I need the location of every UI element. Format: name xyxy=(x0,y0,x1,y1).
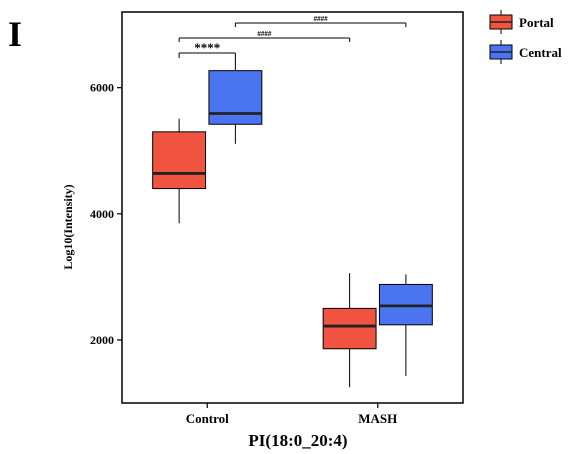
plot-border xyxy=(121,11,464,404)
x-tick-label: MASH xyxy=(358,411,397,426)
y-tick-label: 2000 xyxy=(90,333,114,347)
significance-bracket: **** xyxy=(178,40,236,58)
significance-label: **** xyxy=(194,40,220,55)
boxes xyxy=(152,57,433,388)
legend-item-central: Central xyxy=(489,40,562,64)
significance-bracket: #### xyxy=(234,15,407,27)
significance-label: #### xyxy=(257,30,272,38)
box-body xyxy=(208,70,263,125)
significance-bracket: #### xyxy=(178,30,351,42)
legend-label: Portal xyxy=(519,15,554,30)
y-tick-label: 4000 xyxy=(90,207,114,221)
box-central-mash xyxy=(378,274,433,376)
y-axis-label: Log10(Intensity) xyxy=(61,184,75,269)
x-axis: Control MASH xyxy=(186,403,397,426)
legend: Portal Central xyxy=(489,10,562,64)
significance-annotations: **** #### #### xyxy=(178,15,407,58)
x-tick-label: Control xyxy=(186,411,229,426)
box-portal-control xyxy=(152,118,207,224)
legend-item-portal: Portal xyxy=(489,10,554,34)
box-body xyxy=(322,307,377,350)
x-axis-label: PI(18:0_20:4) xyxy=(248,431,347,450)
box-central-control xyxy=(208,57,263,144)
panel-letter: I xyxy=(8,14,22,54)
box-portal-mash xyxy=(322,273,377,388)
legend-label: Central xyxy=(519,45,562,60)
y-tick-label: 6000 xyxy=(90,81,114,95)
plot-frame xyxy=(121,11,464,404)
box-body xyxy=(152,131,207,190)
y-axis: 2000 4000 6000 xyxy=(90,81,122,347)
significance-label: #### xyxy=(314,15,329,23)
